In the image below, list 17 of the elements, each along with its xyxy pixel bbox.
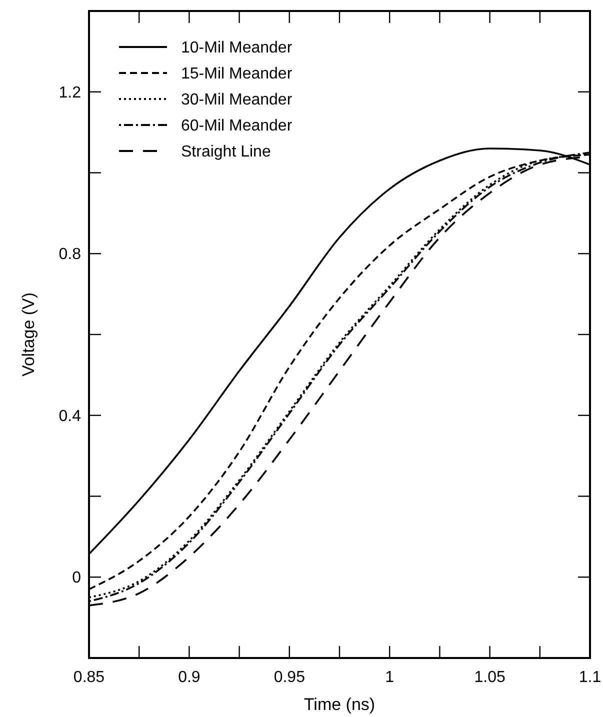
x-axis-title: Time (ns) <box>304 695 376 714</box>
legend-label: 15-Mil Meander <box>181 66 293 83</box>
y-tick-label: 0.8 <box>58 246 82 264</box>
legend-label: 30-Mil Meander <box>181 92 293 109</box>
x-tick-label: 0.9 <box>178 669 200 686</box>
x-tick-label: 1.05 <box>474 669 506 686</box>
legend-label: Straight Line <box>181 144 271 161</box>
x-tick-label: 0.85 <box>73 669 105 686</box>
x-tick-label: 1 <box>385 669 394 686</box>
y-axis-title: Voltage (V) <box>19 292 38 377</box>
legend-label: 10-Mil Meander <box>181 40 293 57</box>
x-tick-label: 0.95 <box>274 669 306 686</box>
y-tick-label: 0 <box>72 570 82 587</box>
legend-label: 60-Mil Meander <box>181 118 293 135</box>
y-tick-label: 0.4 <box>58 408 82 425</box>
x-tick-label: 1.1 <box>578 669 602 686</box>
y-tick-label: 1.2 <box>58 84 82 102</box>
